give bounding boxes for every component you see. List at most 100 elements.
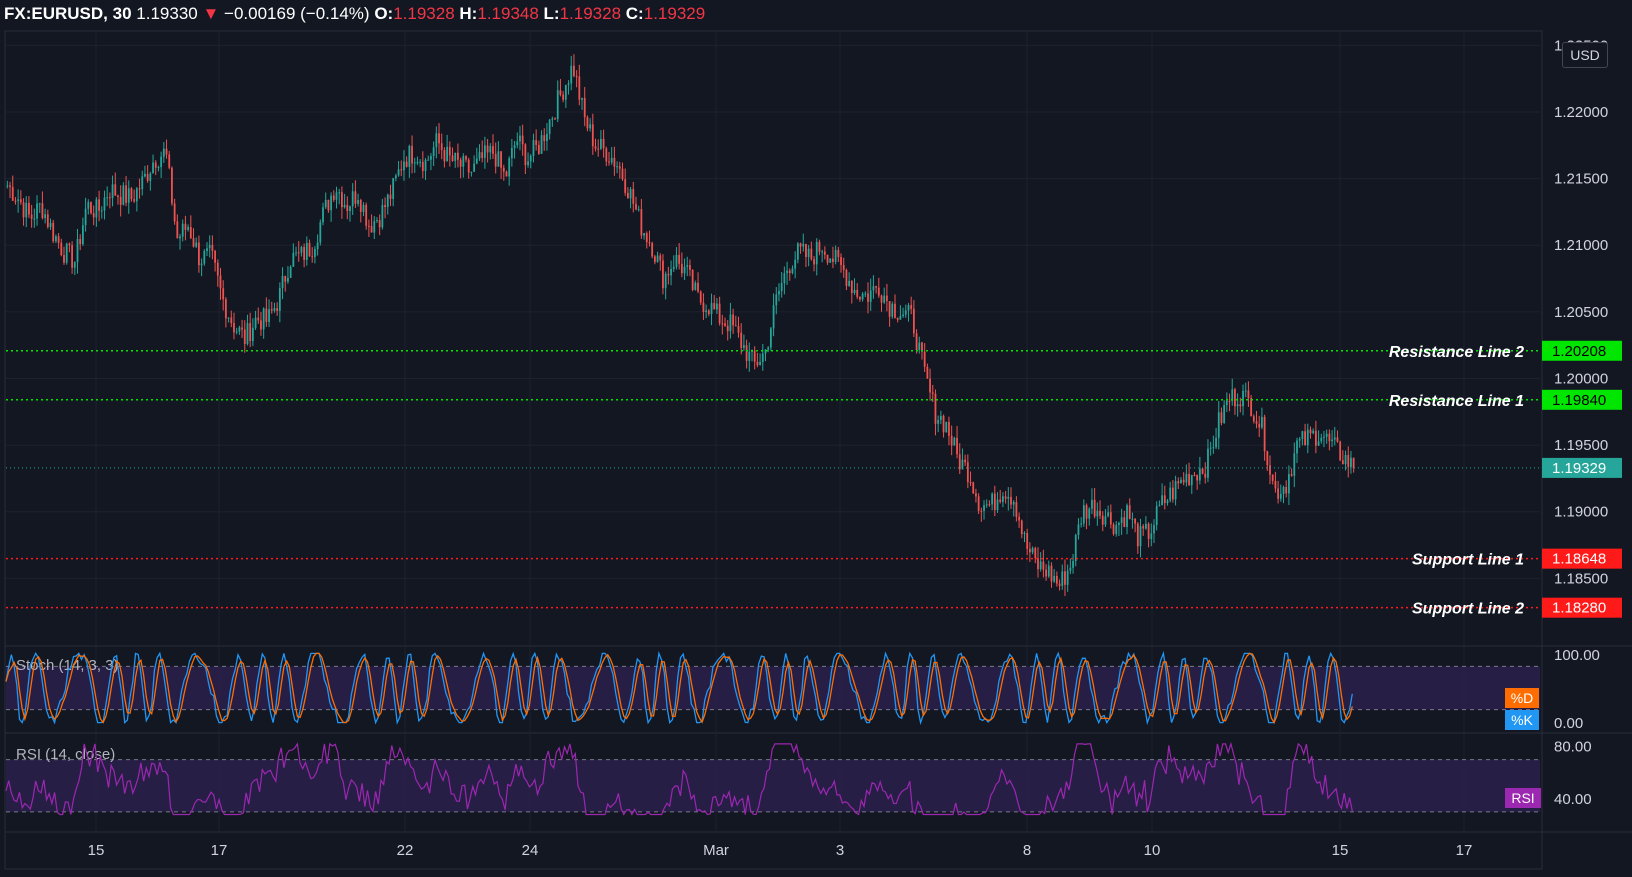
candle-body xyxy=(1306,429,1309,446)
candle-body xyxy=(826,254,829,263)
candle-body xyxy=(753,350,756,362)
candle-body xyxy=(1018,516,1020,521)
candle-body xyxy=(764,349,767,354)
candle-body xyxy=(173,203,176,222)
candle-body xyxy=(1314,430,1317,446)
candle-body xyxy=(880,295,883,303)
candle-body xyxy=(157,167,160,169)
candle-body xyxy=(586,117,589,129)
candle-body xyxy=(950,435,953,446)
currency-button[interactable]: USD xyxy=(1562,42,1608,68)
candle-body xyxy=(726,325,729,332)
candle-body xyxy=(1250,398,1253,417)
candle-body xyxy=(36,203,38,219)
symbol-name[interactable]: FX:EURUSD xyxy=(4,4,104,23)
change-arrow-icon: ▼ xyxy=(202,4,220,23)
candle-body xyxy=(432,147,435,157)
candle-body xyxy=(119,196,122,205)
x-tick-label: 3 xyxy=(836,842,844,859)
candle-body xyxy=(9,185,11,187)
candle-body xyxy=(278,288,281,311)
candle-body xyxy=(802,244,805,247)
candle-body xyxy=(216,262,219,276)
candle-body xyxy=(1169,487,1172,501)
candle-body xyxy=(489,146,492,153)
candle-body xyxy=(76,239,79,263)
candle-body xyxy=(103,197,106,211)
candle-body xyxy=(389,194,392,199)
candle-body xyxy=(570,65,573,84)
high-label: H: xyxy=(459,4,478,23)
candle-body xyxy=(562,94,565,100)
candle-body xyxy=(743,345,745,348)
candle-body xyxy=(788,270,791,274)
level-price-text: 1.20208 xyxy=(1552,343,1606,360)
candle-body xyxy=(90,202,92,214)
candle-body xyxy=(953,437,956,446)
candle-body xyxy=(1339,441,1342,461)
candle-body xyxy=(1142,526,1145,529)
candle-body xyxy=(869,290,872,302)
candle-body xyxy=(537,144,540,154)
candle-body xyxy=(664,273,667,289)
candle-body xyxy=(1333,437,1336,440)
candle-body xyxy=(462,156,465,167)
candle-body xyxy=(405,161,408,167)
price-change: −0.00169 (−0.14%) xyxy=(224,4,370,23)
candle-body xyxy=(867,293,869,302)
candle-body xyxy=(303,247,306,260)
candle-body xyxy=(176,221,179,239)
stoch-k-badge xyxy=(1505,710,1539,730)
candle-body xyxy=(362,204,365,212)
interval[interactable]: 30 xyxy=(112,4,132,23)
candle-body xyxy=(810,248,813,260)
candle-body xyxy=(686,265,689,267)
candle-body xyxy=(1126,505,1128,527)
candle-body xyxy=(408,145,411,167)
candle-body xyxy=(281,276,284,289)
y-tick-label: 1.20500 xyxy=(1554,304,1608,321)
candle-body xyxy=(1058,583,1061,586)
candle-body xyxy=(769,328,772,348)
candle-body xyxy=(670,268,672,276)
candle-body xyxy=(840,257,842,265)
candle-body xyxy=(494,153,497,167)
candle-body xyxy=(1312,430,1315,434)
candle-body xyxy=(233,323,235,333)
stoch-d-badge xyxy=(1505,688,1539,708)
candle-body xyxy=(1147,523,1150,540)
candle-body xyxy=(1317,441,1320,446)
candle-body xyxy=(926,366,929,379)
candle-body xyxy=(1331,439,1333,442)
candle-body xyxy=(413,162,416,164)
candle-body xyxy=(1352,457,1355,468)
candle-body xyxy=(198,242,200,266)
candle-body xyxy=(1320,437,1323,442)
candle-body xyxy=(807,248,810,258)
y-tick-label: 1.19500 xyxy=(1554,437,1608,454)
candle-body xyxy=(238,327,241,332)
x-tick-label: Mar xyxy=(703,842,729,859)
candle-body xyxy=(1099,510,1101,516)
candle-body xyxy=(799,243,802,247)
level-price-badge xyxy=(1542,597,1622,618)
low-label: L: xyxy=(543,4,560,23)
level-label: Support Line 2 xyxy=(1412,601,1524,618)
candle-body xyxy=(1028,548,1031,553)
candle-body xyxy=(251,327,254,342)
candle-body xyxy=(1093,499,1096,517)
candle-body xyxy=(1112,524,1115,534)
stoch-band xyxy=(6,666,1540,710)
candle-body xyxy=(292,252,295,267)
candle-body xyxy=(942,415,945,433)
candle-body xyxy=(243,329,246,344)
candle-body xyxy=(964,459,967,463)
candle-body xyxy=(772,305,775,329)
candle-body xyxy=(435,133,438,148)
candle-body xyxy=(883,295,886,303)
candle-body xyxy=(1161,495,1163,506)
candle-body xyxy=(1101,515,1104,525)
candle-body xyxy=(1069,567,1072,571)
candle-body xyxy=(1282,487,1285,494)
